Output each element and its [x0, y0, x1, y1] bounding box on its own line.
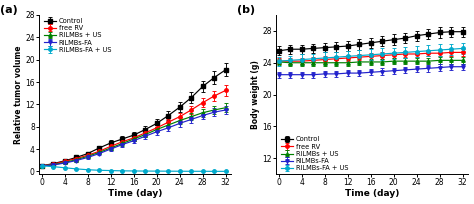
- Text: (b): (b): [237, 6, 255, 16]
- Text: (a): (a): [0, 6, 18, 16]
- Legend: Control, free RV, RILMBs + US, RILMBs-FA, RILMBs-FA + US: Control, free RV, RILMBs + US, RILMBs-FA…: [44, 17, 112, 53]
- Y-axis label: Body weight (g): Body weight (g): [251, 60, 260, 129]
- X-axis label: Time (day): Time (day): [108, 190, 163, 198]
- Legend: Control, free RV, RILMBs + US, RILMBs-FA, RILMBs-FA + US: Control, free RV, RILMBs + US, RILMBs-FA…: [281, 136, 349, 172]
- Y-axis label: Relative tumor volume: Relative tumor volume: [14, 45, 23, 144]
- X-axis label: Time (day): Time (day): [345, 190, 400, 198]
